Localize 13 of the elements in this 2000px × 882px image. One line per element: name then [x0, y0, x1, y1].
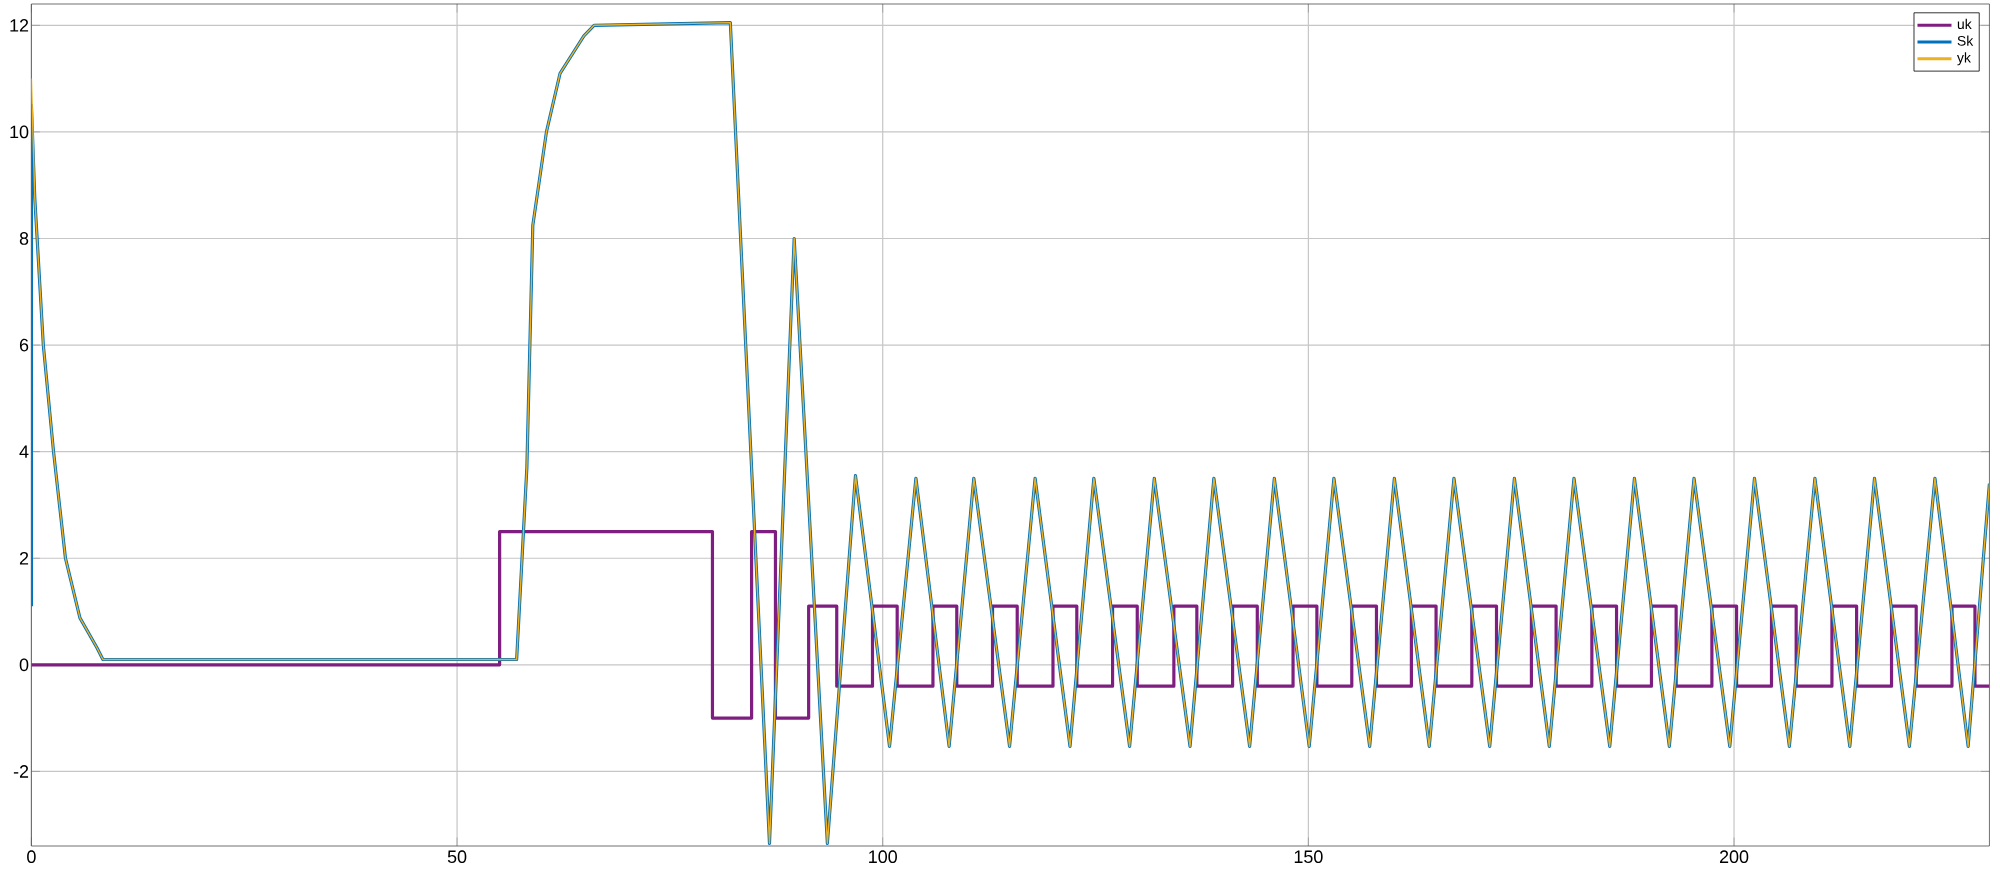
y-tick-label: 10 — [10, 125, 29, 139]
line-series — [31, 21, 1990, 845]
y-tick-label: -2 — [13, 765, 29, 778]
x-tick-label: 150 — [1294, 850, 1323, 864]
x-tick-label: 100 — [869, 850, 897, 864]
y-tick-label: 12 — [10, 19, 29, 32]
y-tick-label: 6 — [19, 338, 29, 352]
y-tick-label: 2 — [19, 551, 29, 565]
x-tick-label: 50 — [447, 850, 467, 864]
y-tick-label: 0 — [19, 658, 29, 672]
x-tick-label: 200 — [1719, 850, 1749, 864]
y-tick-label: 4 — [19, 445, 29, 458]
y-tick-label: 8 — [19, 232, 29, 245]
